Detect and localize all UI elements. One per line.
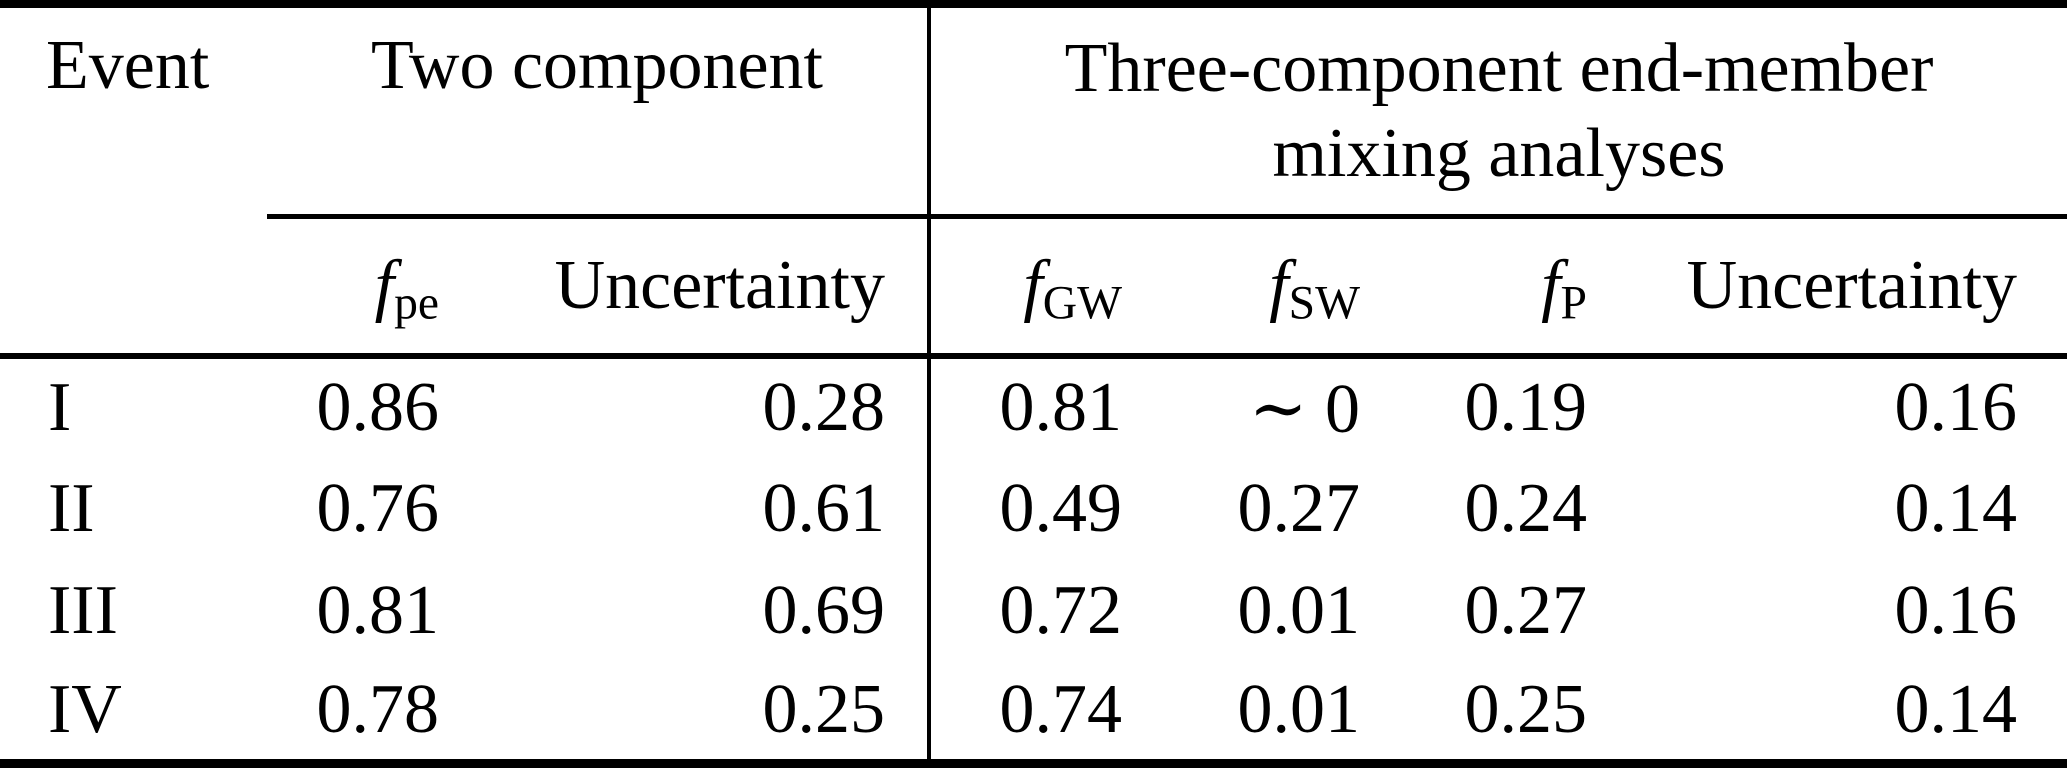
- f-gw-subscript: GW: [1042, 277, 1122, 330]
- event-cell: I: [48, 369, 72, 447]
- uncertainty-two-cell: 0.28: [762, 369, 886, 447]
- event-cell: II: [48, 469, 95, 547]
- event-cell: IV: [48, 671, 122, 749]
- uncertainty-two-cell: 0.69: [762, 571, 886, 649]
- group-header-row: Event Two component Three-component end-…: [0, 4, 2067, 359]
- f-pe-symbol: f: [374, 246, 395, 324]
- three-component-title-line1: Three-component end-member: [1064, 30, 1934, 107]
- column-header-uncertainty-three: Uncertainty: [1600, 216, 2067, 359]
- three-component-title-line2: mixing analyses: [1272, 115, 1726, 193]
- group-header-three-component: Three-component end-member mixing analys…: [926, 4, 2067, 219]
- uncertainty-three-cell: 0.16: [1894, 571, 2018, 649]
- f-p-cell: 0.27: [1464, 571, 1588, 649]
- f-sw-symbol: f: [1269, 246, 1289, 324]
- f-pe-cell: 0.76: [316, 469, 440, 547]
- f-sw-cell: 0.27: [1237, 469, 1361, 547]
- uncertainty-two-cell: 0.61: [762, 469, 886, 547]
- f-sw-cell: ∼ 0: [1248, 370, 1360, 448]
- f-gw-cell: 0.49: [927, 457, 1140, 560]
- column-header-f-gw: fGW: [927, 216, 1140, 359]
- f-pe-cell: 0.81: [316, 571, 440, 649]
- f-pe-cell: 0.86: [316, 369, 440, 447]
- group-header-two-component: Two component: [267, 4, 929, 219]
- table-row-event-4: IV 0.78 0.25 0.74 0.01 0.25 0.14: [0, 661, 2067, 764]
- f-p-cell: 0.25: [1464, 671, 1588, 749]
- f-p-cell: 0.24: [1464, 469, 1588, 547]
- f-sw-cell: 0.01: [1237, 671, 1361, 749]
- table-header: Event Two component Three-component end-…: [0, 4, 2067, 359]
- uncertainty-two-cell: 0.25: [762, 671, 886, 749]
- column-header-f-p: fP: [1375, 216, 1600, 359]
- uncertainty-three-cell: 0.14: [1894, 469, 2018, 547]
- f-p-symbol: f: [1541, 246, 1561, 324]
- uncertainty-three-cell: 0.16: [1894, 369, 2018, 447]
- f-gw-cell: 0.81: [927, 356, 1140, 458]
- f-p-subscript: P: [1560, 277, 1587, 330]
- f-sw-subscript: SW: [1288, 277, 1360, 330]
- column-header-event: Event: [0, 4, 267, 359]
- f-gw-cell: 0.72: [927, 559, 1140, 662]
- column-header-f-sw: fSW: [1140, 216, 1375, 359]
- f-p-cell: 0.19: [1464, 369, 1588, 447]
- f-pe-cell: 0.78: [316, 671, 440, 749]
- event-cell: III: [48, 571, 118, 649]
- f-gw-symbol: f: [1023, 246, 1043, 324]
- column-header-row: fpe Uncertainty fGW fSW fP Uncertainty: [0, 216, 2067, 359]
- column-header-f-pe: fpe: [267, 216, 455, 359]
- table-row-event-3: III 0.81 0.69 0.72 0.01 0.27 0.16: [0, 559, 2067, 662]
- f-pe-subscript: pe: [394, 277, 439, 330]
- column-header-uncertainty-two: Uncertainty: [455, 216, 929, 359]
- table-row-event-1: I 0.86 0.28 0.81 ∼ 0 0.19 0.16: [0, 356, 2067, 458]
- table-body: I 0.86 0.28 0.81 ∼ 0 0.19 0.16 II 0.76 0…: [0, 356, 2067, 764]
- f-gw-cell: 0.74: [927, 661, 1140, 764]
- table-row-event-2: II 0.76 0.61 0.49 0.27 0.24 0.14: [0, 457, 2067, 560]
- f-sw-cell: 0.01: [1237, 571, 1361, 649]
- uncertainty-three-cell: 0.14: [1894, 671, 2018, 749]
